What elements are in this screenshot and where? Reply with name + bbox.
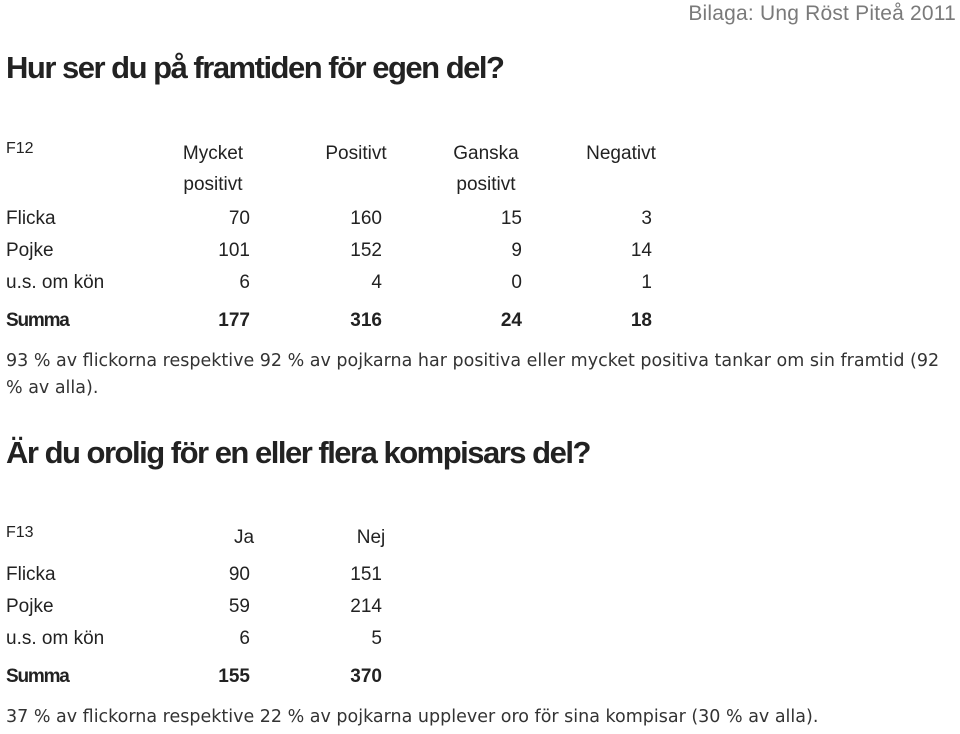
cell-value: 1 <box>641 272 652 293</box>
table-row: Flicka 90 151 <box>6 564 406 588</box>
total-value: 316 <box>350 310 382 331</box>
cell-value: 6 <box>239 272 250 293</box>
f12-col-header-ganska-positivt: Ganska positivt <box>453 143 519 195</box>
table-row: Pojke 59 214 <box>6 596 406 620</box>
row-label: u.s. om kön <box>6 628 105 649</box>
cell-value: 6 <box>239 628 250 649</box>
cell-value: 9 <box>511 240 522 261</box>
table-total-row: Summa 177 316 24 18 <box>6 310 666 334</box>
f12-col-header-mycket-positivt: Mycket positivt <box>182 143 244 195</box>
row-label: Pojke <box>6 240 54 261</box>
cell-value: 15 <box>500 208 522 229</box>
total-value: 24 <box>500 310 522 331</box>
total-label: Summa <box>6 666 70 687</box>
row-label: u.s. om kön <box>6 272 105 293</box>
f13-table: F13 Ja Nej Flicka 90 151 Pojke 59 214 u.… <box>6 522 406 697</box>
cell-value: 59 <box>228 596 250 617</box>
section2-summary: 37 % av flickorna respektive 22 % av poj… <box>6 707 819 727</box>
total-value: 177 <box>218 310 250 331</box>
total-value: 18 <box>630 310 652 331</box>
row-label: Flicka <box>6 208 56 229</box>
total-value: 370 <box>350 666 382 687</box>
cell-value: 5 <box>371 628 382 649</box>
cell-value: 151 <box>350 564 382 585</box>
row-label: Flicka <box>6 564 56 585</box>
total-label: Summa <box>6 310 70 331</box>
cell-value: 70 <box>228 208 250 229</box>
row-label: Pojke <box>6 596 54 617</box>
cell-value: 152 <box>350 240 382 261</box>
f13-col-header-nej: Nej <box>356 527 386 548</box>
table-row: Flicka 70 160 15 3 <box>6 208 666 232</box>
cell-value: 0 <box>511 272 522 293</box>
cell-value: 101 <box>218 240 250 261</box>
cell-value: 4 <box>371 272 382 293</box>
table-row: u.s. om kön 6 5 <box>6 628 406 652</box>
section1-heading: Hur ser du på framtiden för egen del? <box>6 50 505 85</box>
table-row: Pojke 101 152 9 14 <box>6 240 666 264</box>
f12-col-header-negativt: Negativt <box>586 143 656 164</box>
table-row: u.s. om kön 6 4 0 1 <box>6 272 666 296</box>
cell-value: 90 <box>228 564 250 585</box>
cell-value: 14 <box>630 240 652 261</box>
document-header-note: Bilaga: Ung Röst Piteå 2011 <box>688 2 956 25</box>
table-total-row: Summa 155 370 <box>6 666 406 690</box>
cell-value: 160 <box>350 208 382 229</box>
total-value: 155 <box>218 666 250 687</box>
f13-question-code: F13 <box>6 524 34 541</box>
f12-question-code: F12 <box>6 140 34 157</box>
cell-value: 3 <box>641 208 652 229</box>
section1-summary: 93 % av flickorna respektive 92 % av poj… <box>6 351 940 398</box>
f13-col-header-ja: Ja <box>233 527 255 548</box>
f12-col-header-positivt: Positivt <box>325 143 387 164</box>
f12-table: F12 Mycket positivt Positivt Ganska posi… <box>6 138 666 338</box>
cell-value: 214 <box>350 596 382 617</box>
section2-heading: Är du orolig för en eller flera kompisar… <box>6 435 591 470</box>
